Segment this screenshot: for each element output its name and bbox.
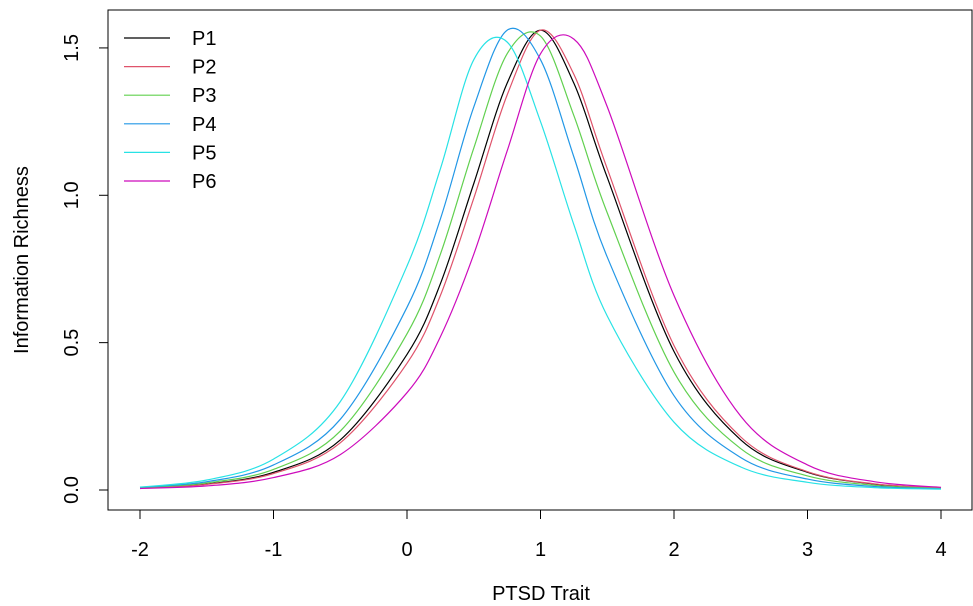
series-line-p6 xyxy=(139,34,942,490)
x-tick-label: 4 xyxy=(935,539,946,561)
y-tick-label: 1.0 xyxy=(61,181,83,209)
y-tick-label: 0.5 xyxy=(61,329,83,357)
series-line-p1 xyxy=(139,29,942,489)
plot-frame xyxy=(107,9,973,511)
y-axis-title: Information Richness xyxy=(11,166,33,354)
legend-label-p2: P2 xyxy=(192,57,216,79)
series-lines xyxy=(139,27,942,490)
x-tick-label: 2 xyxy=(668,539,679,561)
x-tick-label: 3 xyxy=(802,539,813,561)
legend-label-p4: P4 xyxy=(192,114,216,136)
legend: P1 P2 P3 P4 P5 P6 xyxy=(124,28,216,193)
y-axis: 0.0 0.5 1.0 1.5 xyxy=(61,34,109,504)
x-tick-label: -2 xyxy=(131,539,149,561)
y-tick-label: 0.0 xyxy=(61,476,83,504)
series-line-p4 xyxy=(139,27,942,490)
x-tick-label: 1 xyxy=(535,539,546,561)
legend-label-p3: P3 xyxy=(192,85,216,107)
legend-label-p6: P6 xyxy=(192,171,216,193)
series-line-p2 xyxy=(139,29,942,489)
legend-label-p1: P1 xyxy=(192,28,216,50)
y-tick-label: 1.5 xyxy=(61,34,83,62)
x-tick-label: 0 xyxy=(401,539,412,561)
x-tick-label: -1 xyxy=(265,539,283,561)
x-axis: -2 -1 0 1 2 3 4 xyxy=(131,509,947,561)
series-line-p3 xyxy=(139,31,942,490)
legend-label-p5: P5 xyxy=(192,142,216,164)
series-line-p5 xyxy=(139,36,942,490)
x-axis-title: PTSD Trait xyxy=(492,583,590,605)
